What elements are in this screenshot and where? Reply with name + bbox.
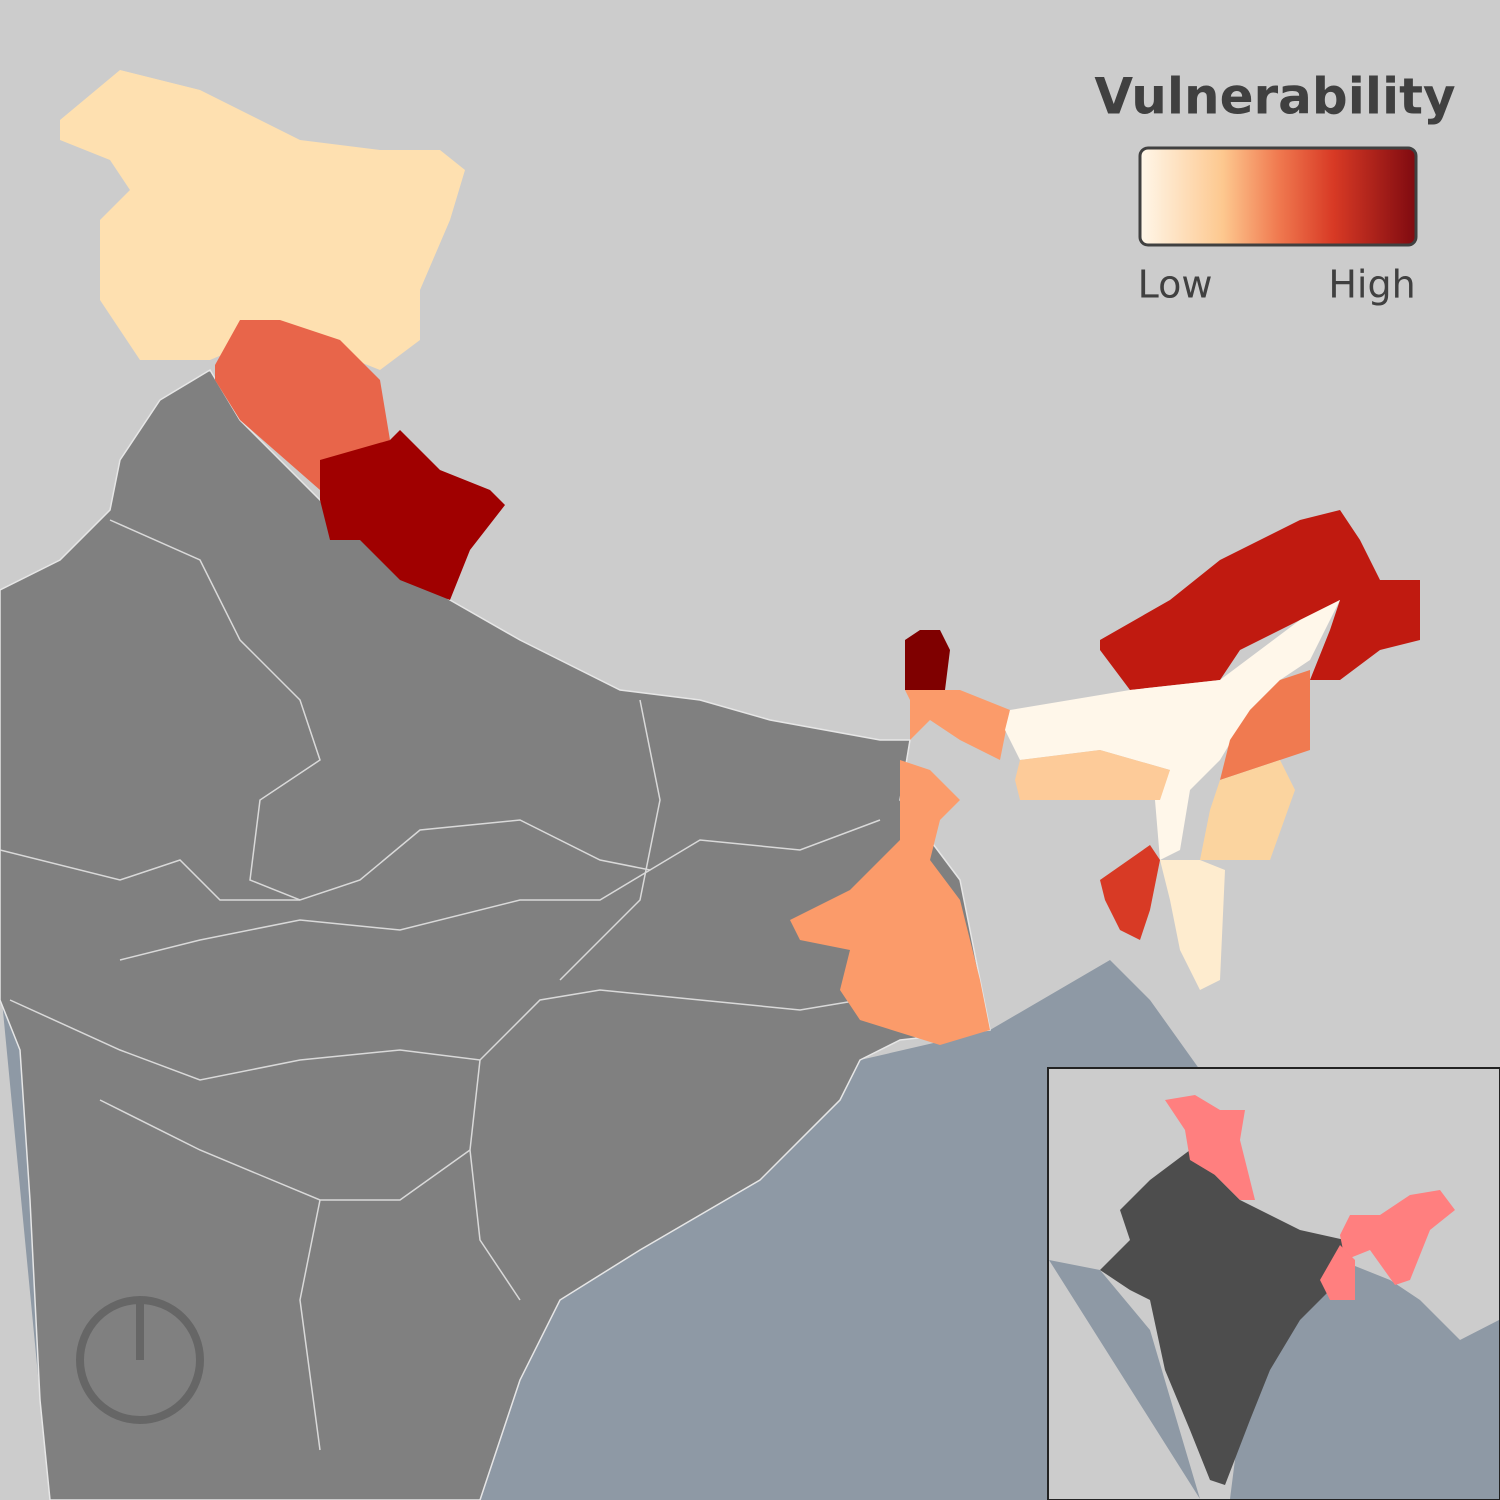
region-sikkim [905,630,950,690]
region-mizoram [1160,860,1225,990]
compass [76,1296,204,1424]
region-jammu-kashmir [60,70,465,370]
region-manipur [1200,760,1295,860]
region-arunachal [1100,510,1420,690]
state-borders [0,519,881,1451]
region-tripura [1100,845,1160,940]
region-meghalaya [1015,750,1170,800]
region-west-bengal-south [790,760,990,1045]
legend: Vulnerability Low High [1094,68,1455,307]
legend-low: Low [1138,263,1213,307]
region-nagaland [1220,670,1310,780]
region-uttarakhand [320,430,505,600]
legend-gradient [1138,146,1418,247]
legend-title: Vulnerability [1094,68,1455,126]
inset-map [1047,1067,1500,1500]
legend-high: High [1328,263,1415,307]
region-west-bengal-north [905,690,1010,760]
region-assam [1005,600,1340,860]
region-himachal [215,320,390,490]
